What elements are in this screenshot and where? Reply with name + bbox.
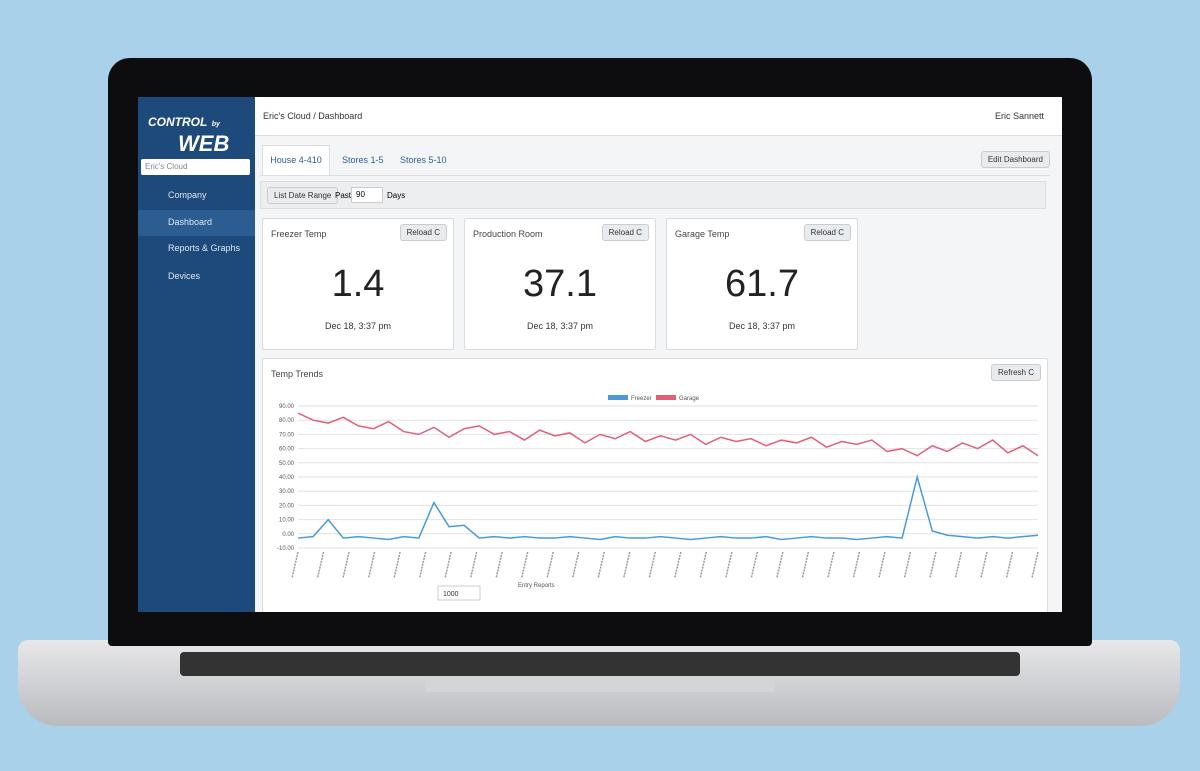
logo-by: by xyxy=(211,121,220,128)
x-tick-stub xyxy=(444,551,452,579)
reload-button[interactable]: Reload C xyxy=(803,224,851,241)
menu-item[interactable]: Reports & Graphs xyxy=(168,243,241,253)
x-tick-stub xyxy=(546,551,554,579)
chart-panel: Temp Trends Refresh C xyxy=(262,358,1048,612)
card-value: 1.4 xyxy=(331,263,385,305)
x-tick-stub xyxy=(878,551,886,579)
x-tick-stub xyxy=(367,551,376,579)
x-tick-stub xyxy=(469,551,478,579)
mode: Past xyxy=(335,191,352,200)
chart-title: Temp Trends xyxy=(271,369,324,379)
x-tick-stub xyxy=(291,551,299,579)
logo: CONTROL by WEB xyxy=(148,113,229,157)
x-tick-stub xyxy=(316,551,325,579)
card-title: Garage Temp xyxy=(675,229,730,239)
x-tick-stub xyxy=(776,551,784,579)
tab[interactable]: House 4-410 xyxy=(262,145,330,175)
card-time: Dec 18, 3:37 pm xyxy=(526,321,594,331)
logo-main: WEB xyxy=(178,131,230,156)
card-title: Production Room xyxy=(473,229,543,239)
x-tick-stub xyxy=(699,551,708,579)
menu-item[interactable]: Dashboard xyxy=(168,217,213,227)
y-tick-label: 70.00 xyxy=(279,432,295,438)
screen: CONTROL by WEB Eric's Cloud Company Dash… xyxy=(138,97,1062,612)
y-tick-label: 80.00 xyxy=(279,418,295,424)
legend-swatch xyxy=(656,395,676,400)
x-tick-stub xyxy=(929,551,937,579)
card-value: 61.7 xyxy=(725,263,799,305)
active-bg xyxy=(138,210,255,236)
card-title: Freezer Temp xyxy=(271,229,327,239)
tab-bar: House 4-410 Stores 1-5 Stores 5-10 Edit … xyxy=(260,145,1050,176)
card-time: Dec 18, 3:37 pm xyxy=(324,321,392,331)
x-tick-stub xyxy=(495,551,503,579)
menu-item[interactable]: Devices xyxy=(168,271,201,281)
logo-top: CONTROL xyxy=(148,115,208,129)
y-tick-label: 10.00 xyxy=(279,518,295,524)
x-tick-stub xyxy=(903,551,912,579)
x-tick-stub xyxy=(827,551,835,579)
series-line xyxy=(297,474,1039,541)
sidebar: CONTROL by WEB Eric's Cloud Company Dash… xyxy=(138,97,255,612)
reload-button[interactable]: Reload C xyxy=(399,224,447,241)
y-tick-label: 30.00 xyxy=(279,489,295,495)
x-tick-stub xyxy=(597,551,605,579)
x-tick-stub xyxy=(648,551,656,579)
y-tick-label: 0.00 xyxy=(282,532,294,538)
edit-button[interactable]: Edit Dashboard xyxy=(980,151,1050,168)
date-range-label: List Date Range xyxy=(267,187,339,204)
entries-label: Entry Reports xyxy=(518,583,555,589)
reload-button[interactable]: Reload C xyxy=(601,224,649,241)
legend-swatch xyxy=(608,395,628,400)
legend-label: Freezer xyxy=(631,396,652,402)
chart: Entry Reports 1000 -10.00 0.00 10.00 20.00 3… xyxy=(277,395,1039,601)
y-tick-label: 60.00 xyxy=(279,447,295,453)
y-tick-label: 50.00 xyxy=(279,461,295,467)
x-tick-stub xyxy=(622,551,631,579)
card-value: 37.1 xyxy=(523,263,597,305)
y-tick-label: 90.00 xyxy=(279,404,295,410)
keyboard xyxy=(180,652,1020,676)
x-tick-stub xyxy=(674,551,682,579)
entries-select[interactable] xyxy=(437,585,481,601)
x-tick-stub xyxy=(393,551,401,579)
y-tick-label: 40.00 xyxy=(279,475,295,481)
card-time: Dec 18, 3:37 pm xyxy=(728,321,796,331)
breadcrumb: Eric's Cloud / Dashboard xyxy=(263,111,363,121)
x-tick-stub xyxy=(801,551,810,579)
x-tick-stub xyxy=(1005,551,1014,579)
x-tick-stub xyxy=(342,551,350,579)
menu-item[interactable]: Company xyxy=(168,190,207,200)
tab[interactable]: Stores 5-10 xyxy=(400,155,447,165)
y-tick-label: 20.00 xyxy=(279,503,295,509)
x-tick-stub xyxy=(750,551,759,579)
value-card: Garage Temp Reload C 61.7 Dec 18, 3:37 p… xyxy=(666,218,858,350)
x-tick-stub xyxy=(954,551,963,579)
x-tick-stub xyxy=(520,551,529,579)
x-tick-stub xyxy=(852,551,861,579)
unit: Days xyxy=(387,191,406,200)
x-tick-stub xyxy=(571,551,580,579)
value-card: Freezer Temp Reload C 1.4 Dec 18, 3:37 p… xyxy=(262,218,454,350)
y-tick-label: -10.00 xyxy=(277,546,295,552)
value-card: Production Room Reload C 37.1 Dec 18, 3:… xyxy=(464,218,656,350)
tab[interactable]: Stores 1-5 xyxy=(342,155,384,165)
entries-value: 1000 xyxy=(443,591,459,598)
x-tick-stub xyxy=(725,551,733,579)
top-bar: Eric's Cloud / Dashboard Eric Sannett xyxy=(255,97,1062,136)
refresh-button[interactable]: Refresh C xyxy=(990,364,1041,381)
x-tick-stub xyxy=(418,551,427,579)
amount-select[interactable]: 90 xyxy=(351,187,383,203)
toolbar: List Date Range Past 90 Days xyxy=(260,181,1046,209)
legend-label: Garage xyxy=(679,396,700,402)
account-select[interactable]: Eric's Cloud xyxy=(141,159,250,175)
user-menu[interactable]: Eric Sannett xyxy=(994,111,1044,121)
x-tick-stub xyxy=(980,551,988,579)
series-line xyxy=(297,412,1039,457)
x-tick-stub xyxy=(1031,551,1039,579)
trackpad xyxy=(425,678,775,692)
